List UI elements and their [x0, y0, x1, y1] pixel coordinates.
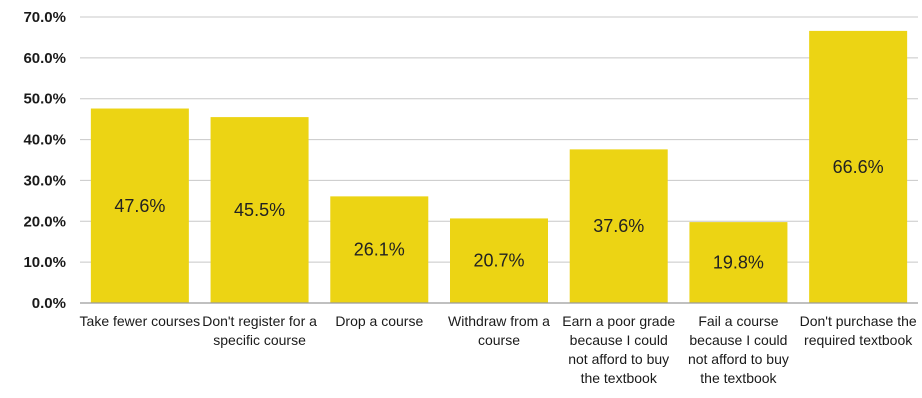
category-label: Earn a poor grade because I could not affo…: [562, 313, 675, 386]
category-label: Don't register for a specific course: [202, 313, 317, 348]
data-labels: 47.6% 45.5% 26.1% 20.7% 37.6% 19.8% 66.6%: [114, 157, 883, 273]
bar: [330, 196, 429, 303]
bar: [210, 117, 309, 303]
bar: [90, 108, 189, 304]
category-label: Fail a course because I could not afford t…: [688, 313, 789, 386]
y-tick-label: 0.0%: [32, 295, 66, 312]
category-label: Withdraw from a course: [448, 313, 550, 348]
y-tick-label: 10.0%: [23, 254, 66, 271]
y-tick-label: 30.0%: [23, 172, 66, 189]
y-tick-label: 70.0%: [23, 9, 66, 26]
data-label: 19.8%: [713, 253, 764, 273]
data-label: 26.1%: [354, 240, 405, 260]
category-label: Drop a course: [335, 313, 423, 329]
bars: [90, 30, 908, 304]
bar: [809, 30, 908, 304]
data-label: 45.5%: [234, 200, 285, 220]
bar: [569, 149, 668, 303]
bar: [450, 218, 548, 303]
category-label: Take fewer courses: [80, 313, 201, 329]
data-label: 47.6%: [114, 196, 165, 216]
data-label: 20.7%: [473, 251, 524, 271]
data-label: 37.6%: [593, 216, 644, 236]
y-axis-tick-labels: 0.0% 10.0% 20.0% 30.0% 40.0% 50.0% 60.0% 70.0%: [23, 9, 66, 312]
category-label: Don't purchase the required textbook: [800, 313, 917, 348]
y-tick-label: 60.0%: [23, 50, 66, 67]
x-axis-category-labels: Take fewer courses Don't register for a sp…: [80, 313, 917, 386]
bar: [689, 222, 788, 303]
y-tick-label: 40.0%: [23, 132, 66, 149]
data-label: 66.6%: [833, 157, 884, 177]
y-tick-label: 50.0%: [23, 91, 66, 108]
y-tick-label: 20.0%: [23, 213, 66, 230]
